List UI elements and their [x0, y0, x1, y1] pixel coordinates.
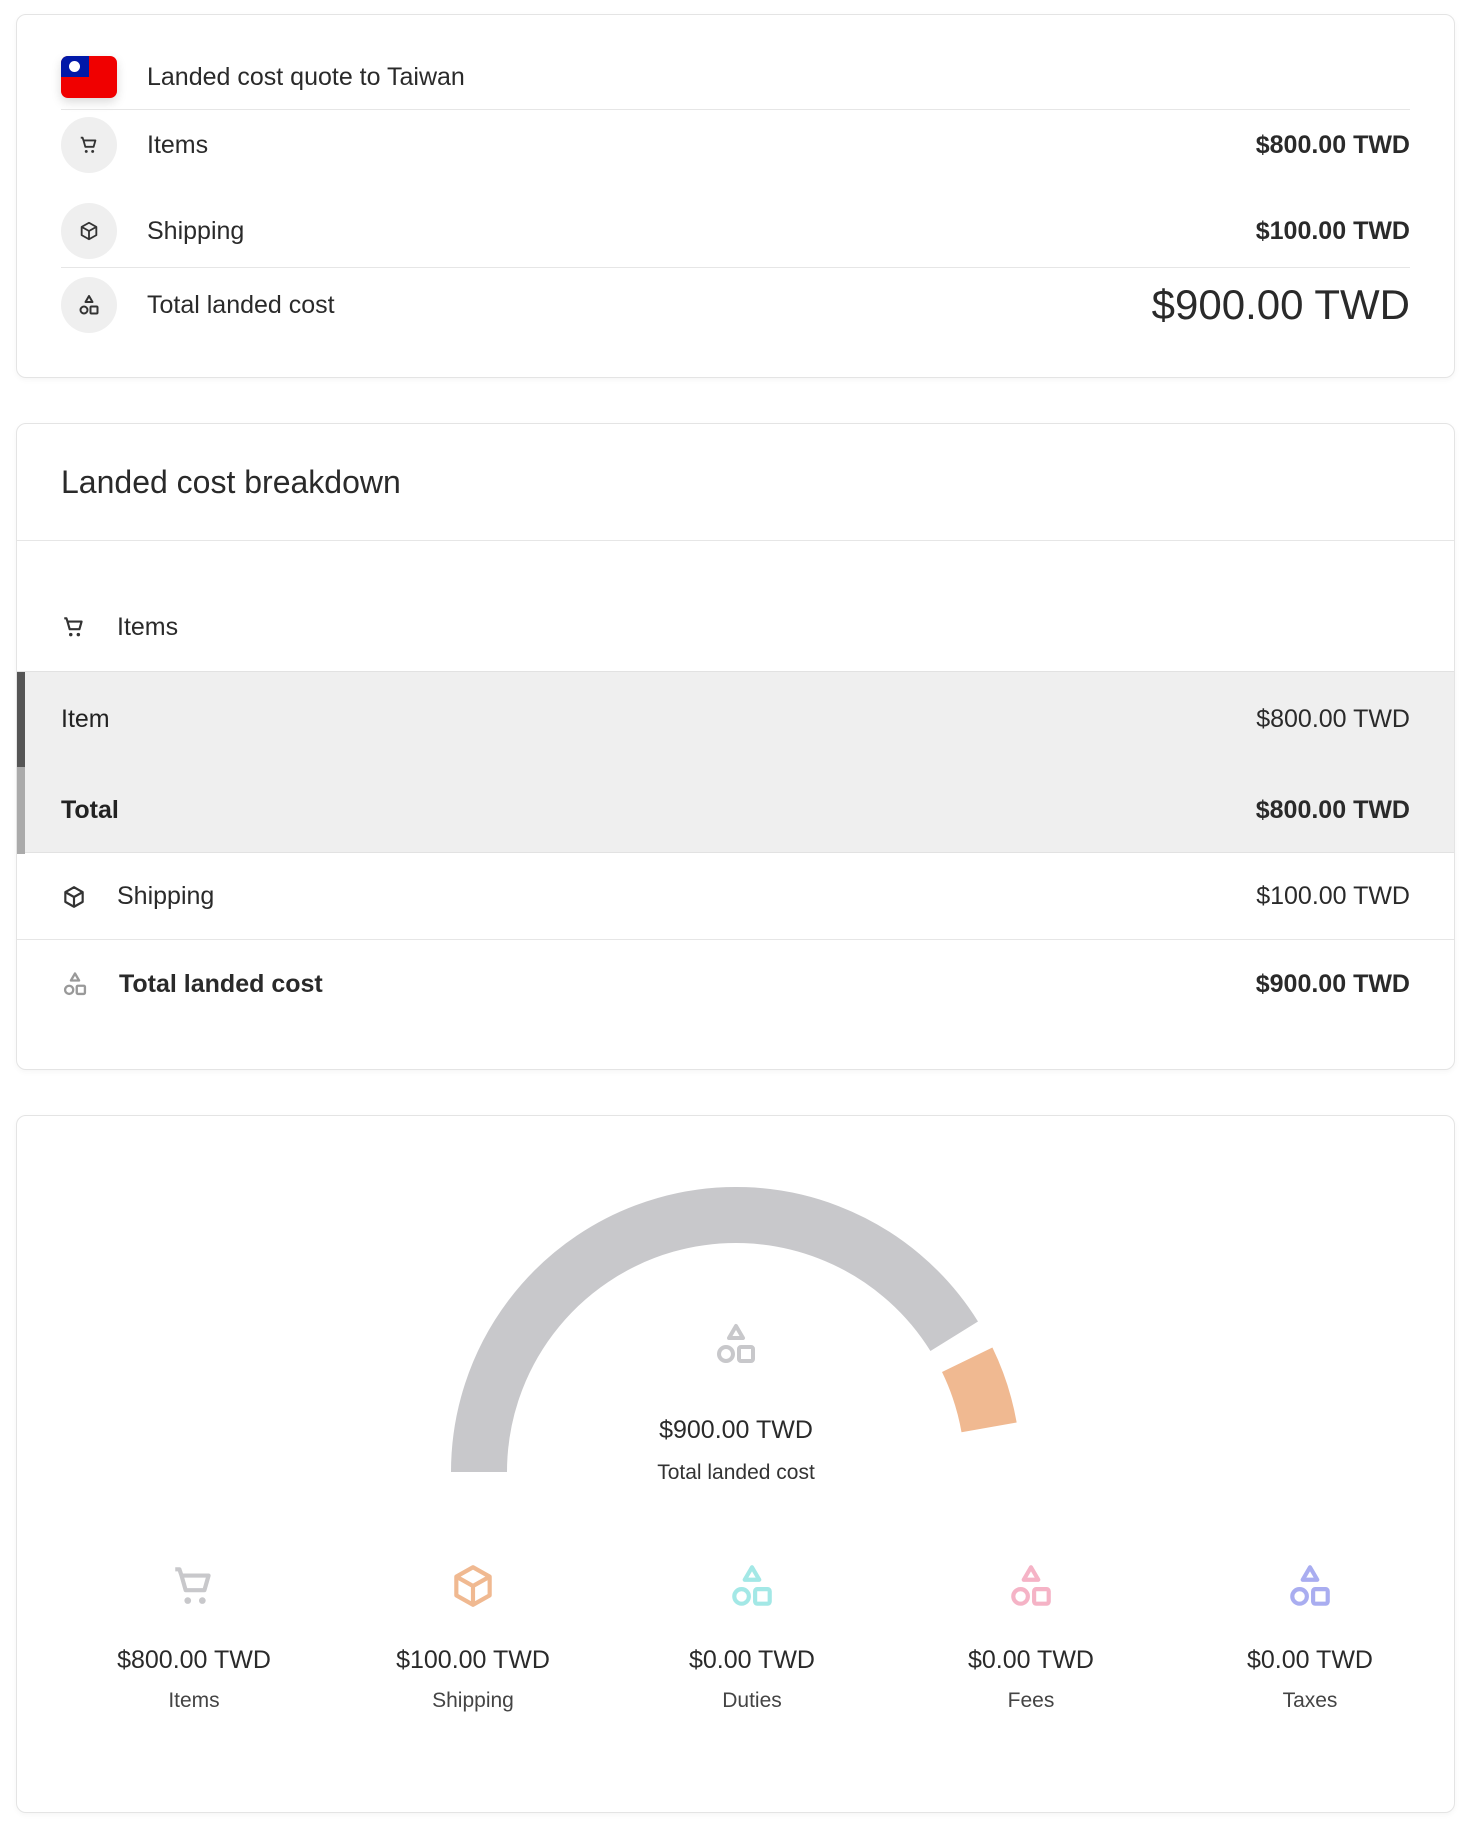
- row-label: Items: [147, 130, 209, 159]
- total-value: $800.00 TWD: [1255, 796, 1410, 824]
- summary-value: $800.00 TWD: [117, 1646, 271, 1674]
- summary-shipping: $100.00 TWD Shipping: [353, 1561, 593, 1713]
- total-value: $900.00 TWD: [1151, 281, 1410, 328]
- row-label: Total landed cost: [147, 290, 335, 319]
- divider: [61, 267, 1410, 268]
- summary-value: $0.00 TWD: [689, 1646, 815, 1674]
- breakdown-title: Landed cost breakdown: [61, 464, 401, 500]
- summary-label: Duties: [722, 1689, 782, 1712]
- summary-value: $100.00 TWD: [396, 1646, 550, 1674]
- shapes-icon: [1006, 1561, 1056, 1611]
- summary-duties: $0.00 TWD Duties: [632, 1561, 872, 1713]
- summary-label: Shipping: [432, 1689, 514, 1712]
- divider: [61, 109, 1410, 110]
- quote-header: Landed cost quote to Taiwan: [61, 56, 1410, 98]
- total-landed-row: Total landed cost $900.00 TWD: [17, 941, 1454, 1027]
- summary-label: Fees: [1007, 1689, 1055, 1712]
- row-value: $800.00 TWD: [1255, 130, 1410, 159]
- quote-title: Landed cost quote to Taiwan: [147, 62, 465, 91]
- summary-items: $800.00 TWD Items: [74, 1561, 314, 1713]
- shipping-label: Shipping: [117, 882, 215, 910]
- shapes-icon: [727, 1561, 777, 1611]
- breakdown-card: Landed cost breakdown Items Item $800.00…: [16, 423, 1455, 1070]
- shapes-icon: [1285, 1561, 1335, 1611]
- summary-value: $0.00 TWD: [968, 1646, 1094, 1674]
- gauge-segment-items: [451, 1187, 978, 1473]
- shipping-row: Shipping $100.00 TWD: [17, 854, 1454, 940]
- summary-label: Taxes: [1282, 1689, 1338, 1712]
- divider: [17, 540, 1454, 541]
- box-icon: [61, 884, 87, 910]
- gauge-label: Total landed cost: [657, 1461, 815, 1484]
- section-label: Items: [117, 612, 179, 641]
- quote-row-shipping: Shipping $100.00 TWD: [61, 203, 1410, 259]
- quote-row-total: Total landed cost $900.00 TWD: [61, 277, 1410, 333]
- taiwan-flag-icon: [61, 56, 117, 98]
- row-label: Shipping: [147, 216, 245, 245]
- summary-taxes: $0.00 TWD Taxes: [1190, 1561, 1430, 1713]
- items-detail: Item $800.00 TWD Total $800.00 TWD: [17, 671, 1454, 854]
- item-value: $800.00 TWD: [1256, 705, 1410, 733]
- gauge-segment-shipping: [941, 1347, 1017, 1433]
- item-label: Item: [61, 705, 110, 733]
- shapes-icon: [61, 277, 117, 333]
- row-value: $100.00 TWD: [1255, 216, 1410, 245]
- quote-card: Landed cost quote to Taiwan Items $800.0…: [16, 14, 1455, 378]
- box-icon: [448, 1561, 498, 1611]
- summary-fees: $0.00 TWD Fees: [911, 1561, 1151, 1713]
- box-icon: [61, 203, 117, 259]
- total-label: Total: [61, 796, 119, 824]
- gauge-value: $900.00 TWD: [659, 1416, 813, 1444]
- gauge-chart: [451, 1187, 1017, 1473]
- quote-row-items: Items $800.00 TWD: [61, 117, 1410, 173]
- shapes-icon: [712, 1320, 760, 1368]
- gauge-card: $900.00 TWD Total landed cost $800.00 TW…: [16, 1115, 1455, 1813]
- summary-label: Items: [168, 1689, 220, 1712]
- shapes-icon: [61, 970, 89, 998]
- row-indicator: [17, 767, 25, 854]
- cart-icon: [61, 117, 117, 173]
- shipping-value: $100.00 TWD: [1256, 882, 1410, 910]
- summary-value: $0.00 TWD: [1247, 1646, 1373, 1674]
- row-indicator: [17, 672, 25, 767]
- cart-icon: [61, 614, 87, 640]
- cart-icon: [169, 1561, 219, 1611]
- total-landed-value: $900.00 TWD: [1255, 969, 1410, 998]
- item-row: Item $800.00 TWD: [17, 672, 1454, 767]
- breakdown-items-header: Items: [17, 604, 1454, 650]
- total-landed-label: Total landed cost: [119, 969, 323, 998]
- total-row: Total $800.00 TWD: [17, 767, 1454, 854]
